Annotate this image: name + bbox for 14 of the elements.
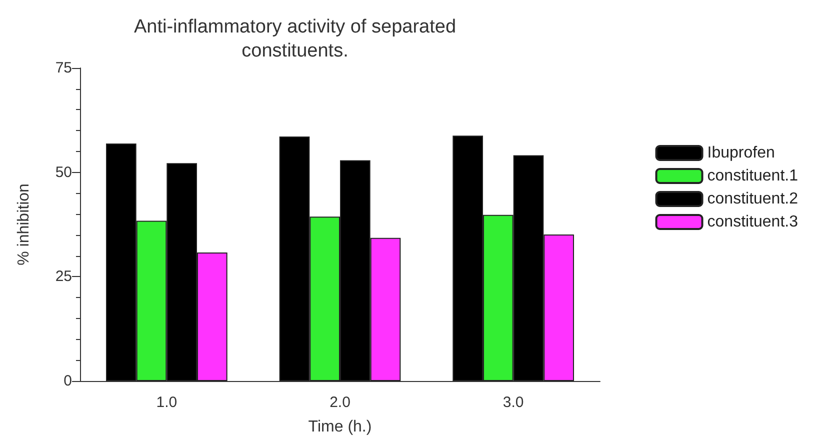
y-tick-label: 25 xyxy=(55,268,72,286)
legend-label: constituent.3 xyxy=(707,214,798,230)
legend-label: Ibuprofen xyxy=(707,144,775,162)
x-axis-title: Time (h.) xyxy=(308,418,372,436)
y-tick-label: 50 xyxy=(55,164,72,181)
x-tick-label: 1.0 xyxy=(156,394,178,411)
y-tick-label: 75 xyxy=(55,60,72,76)
y-axis-title: % inhibition xyxy=(16,184,32,266)
legend-label: constituent.2 xyxy=(707,190,798,208)
x-tick-label: 3.0 xyxy=(502,394,524,411)
legend-label: constituent.1 xyxy=(707,168,798,184)
chart-title: Anti-inflammatory activity of separated constituents. xyxy=(134,16,456,62)
y-tick-label: 0 xyxy=(64,372,72,390)
x-tick-label: 2.0 xyxy=(330,394,350,411)
